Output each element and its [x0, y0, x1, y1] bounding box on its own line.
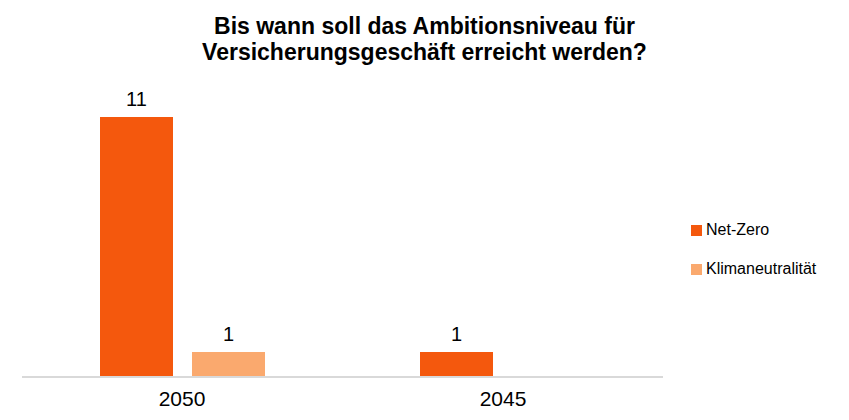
plot-area: 111205012045 [22, 90, 663, 376]
x-tick-label-2045: 2045 [443, 387, 563, 411]
x-axis-line [22, 376, 663, 378]
value-label-net-zero-2050: 11 [100, 89, 173, 109]
bar-net-zero-2045 [420, 352, 493, 376]
value-label-klimaneutralit-t-2050: 1 [192, 324, 265, 344]
legend-swatch-net-zero [691, 225, 702, 236]
legend-item-net-zero: Net-Zero [691, 219, 816, 241]
legend-label-net-zero: Net-Zero [706, 221, 769, 239]
chart-title: Bis wann soll das Ambitionsniveau für Ve… [175, 13, 675, 65]
bar-chart: Bis wann soll das Ambitionsniveau für Ve… [0, 0, 849, 420]
legend: Net-Zero Klimaneutralität [691, 219, 816, 297]
legend-label-klimaneutralitaet: Klimaneutralität [706, 260, 816, 278]
legend-swatch-klimaneutralitaet [691, 264, 702, 275]
bar-net-zero-2050 [100, 117, 173, 376]
x-tick-label-2050: 2050 [122, 387, 242, 411]
bar-klimaneutralit-t-2050 [192, 352, 265, 376]
legend-item-klimaneutralitaet: Klimaneutralität [691, 258, 816, 280]
value-label-net-zero-2045: 1 [420, 324, 493, 344]
